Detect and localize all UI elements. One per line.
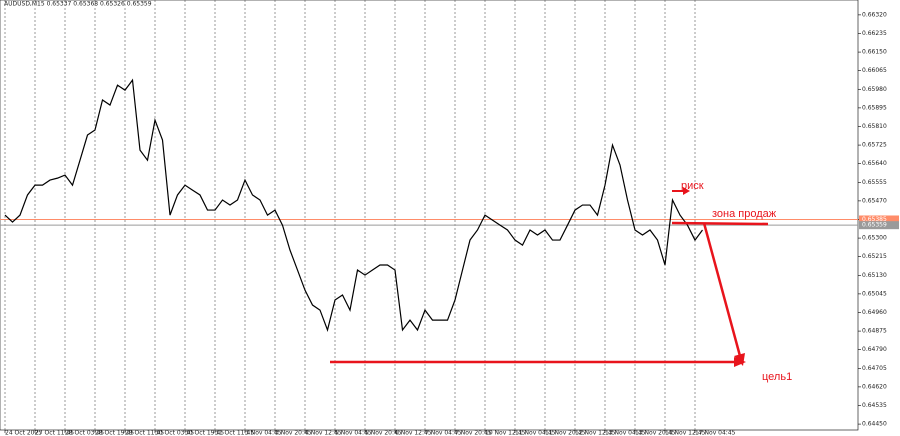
y-tick-label: 0.65045 xyxy=(862,290,887,297)
y-tick-label: 0.64790 xyxy=(862,346,887,353)
plot-frame xyxy=(0,0,859,431)
y-tick-label: 0.65215 xyxy=(862,253,887,260)
price-tag xyxy=(859,215,899,224)
x-tick-label: 13 Nov 20:45 xyxy=(635,430,676,436)
y-tick-label: 0.64875 xyxy=(862,328,887,335)
y-tick-label: 0.65895 xyxy=(862,104,887,111)
price-line xyxy=(4,78,703,333)
y-tick-label: 0.65810 xyxy=(862,123,887,130)
price-tag-label: 0.65359 xyxy=(862,222,887,229)
arrow-head xyxy=(683,187,690,195)
x-tick-label: 3 Nov 04:45 xyxy=(245,430,282,436)
y-tick-label: 0.64620 xyxy=(862,383,887,390)
x-tick-label: 17 Nov 04:45 xyxy=(695,430,736,436)
y-tick-label: 0.65470 xyxy=(862,197,887,204)
x-tick-label: 5 Nov 04:45 xyxy=(335,430,372,436)
sell-zone-mark xyxy=(671,221,769,226)
x-tick-label: 3 Nov 20:45 xyxy=(275,430,312,436)
y-tick-label: 0.64960 xyxy=(862,309,887,316)
annotations: риск зона продаж цель1 xyxy=(330,180,792,383)
price-tag-label: 0.65385 xyxy=(862,216,887,223)
x-tick-label: 7 Nov 20:45 xyxy=(455,430,492,436)
x-tick-label: 24 Oct 2025 xyxy=(5,430,42,436)
y-tick-label: 0.66150 xyxy=(862,49,887,56)
annotation: риск xyxy=(681,180,704,192)
y-tick-label: 0.64450 xyxy=(862,421,887,428)
x-tick-label: 5 Nov 20:45 xyxy=(365,430,402,436)
y-tick-label: 0.66065 xyxy=(862,67,887,74)
y-tick-label: 0.66235 xyxy=(862,30,887,37)
y-tick-label: 0.65130 xyxy=(862,272,887,279)
x-tick-label: 29 Oct 11:45 xyxy=(125,430,164,436)
price-tag xyxy=(859,221,899,230)
x-tick-label: 30 Oct 19:45 xyxy=(185,430,224,436)
x-tick-label: 4 Nov 12:45 xyxy=(305,430,342,436)
y-tick-label: 0.65725 xyxy=(862,142,887,149)
x-tick-label: 14 Nov 12:45 xyxy=(665,430,706,436)
x-tick-label: 12 Nov 12:45 xyxy=(575,430,616,436)
x-tick-label: 11 Nov 04:45 xyxy=(515,430,556,436)
y-tick-label: 0.64705 xyxy=(862,365,887,372)
y-tick-label: 0.64535 xyxy=(862,402,887,409)
y-tick-label: 0.65555 xyxy=(862,179,887,186)
y-tick-label: 0.65300 xyxy=(862,235,887,242)
x-tick-label: 7 Nov 04:45 xyxy=(425,430,462,436)
y-tick-label: 0.65640 xyxy=(862,160,887,167)
x-tick-label: 28 Oct 03:45 xyxy=(65,430,104,436)
x-tick-label: 27 Oct 11:45 xyxy=(35,430,74,436)
y-tick-label: 0.65980 xyxy=(862,86,887,93)
x-tick-label: 10 Nov 12:45 xyxy=(485,430,526,436)
x-tick-label: 13 Nov 04:45 xyxy=(605,430,646,436)
x-tick-label: 11 Nov 20:45 xyxy=(545,430,586,436)
annotation: зона продаж xyxy=(712,208,777,220)
y-tick-label: 0.66320 xyxy=(862,11,887,18)
arrow-head xyxy=(734,353,745,366)
x-tick-label: 28 Oct 19:45 xyxy=(95,430,134,436)
chart-title: AUDUSD,M15 0.65337 0.65368 0.65326 0.653… xyxy=(4,1,152,8)
annotation: цель1 xyxy=(762,371,792,383)
down-arrow xyxy=(702,222,742,357)
x-tick-label: 30 Oct 03:45 xyxy=(155,430,194,436)
x-tick-label: 6 Nov 12:45 xyxy=(395,430,432,436)
x-tick-label: 31 Oct 11:45 xyxy=(215,430,254,436)
